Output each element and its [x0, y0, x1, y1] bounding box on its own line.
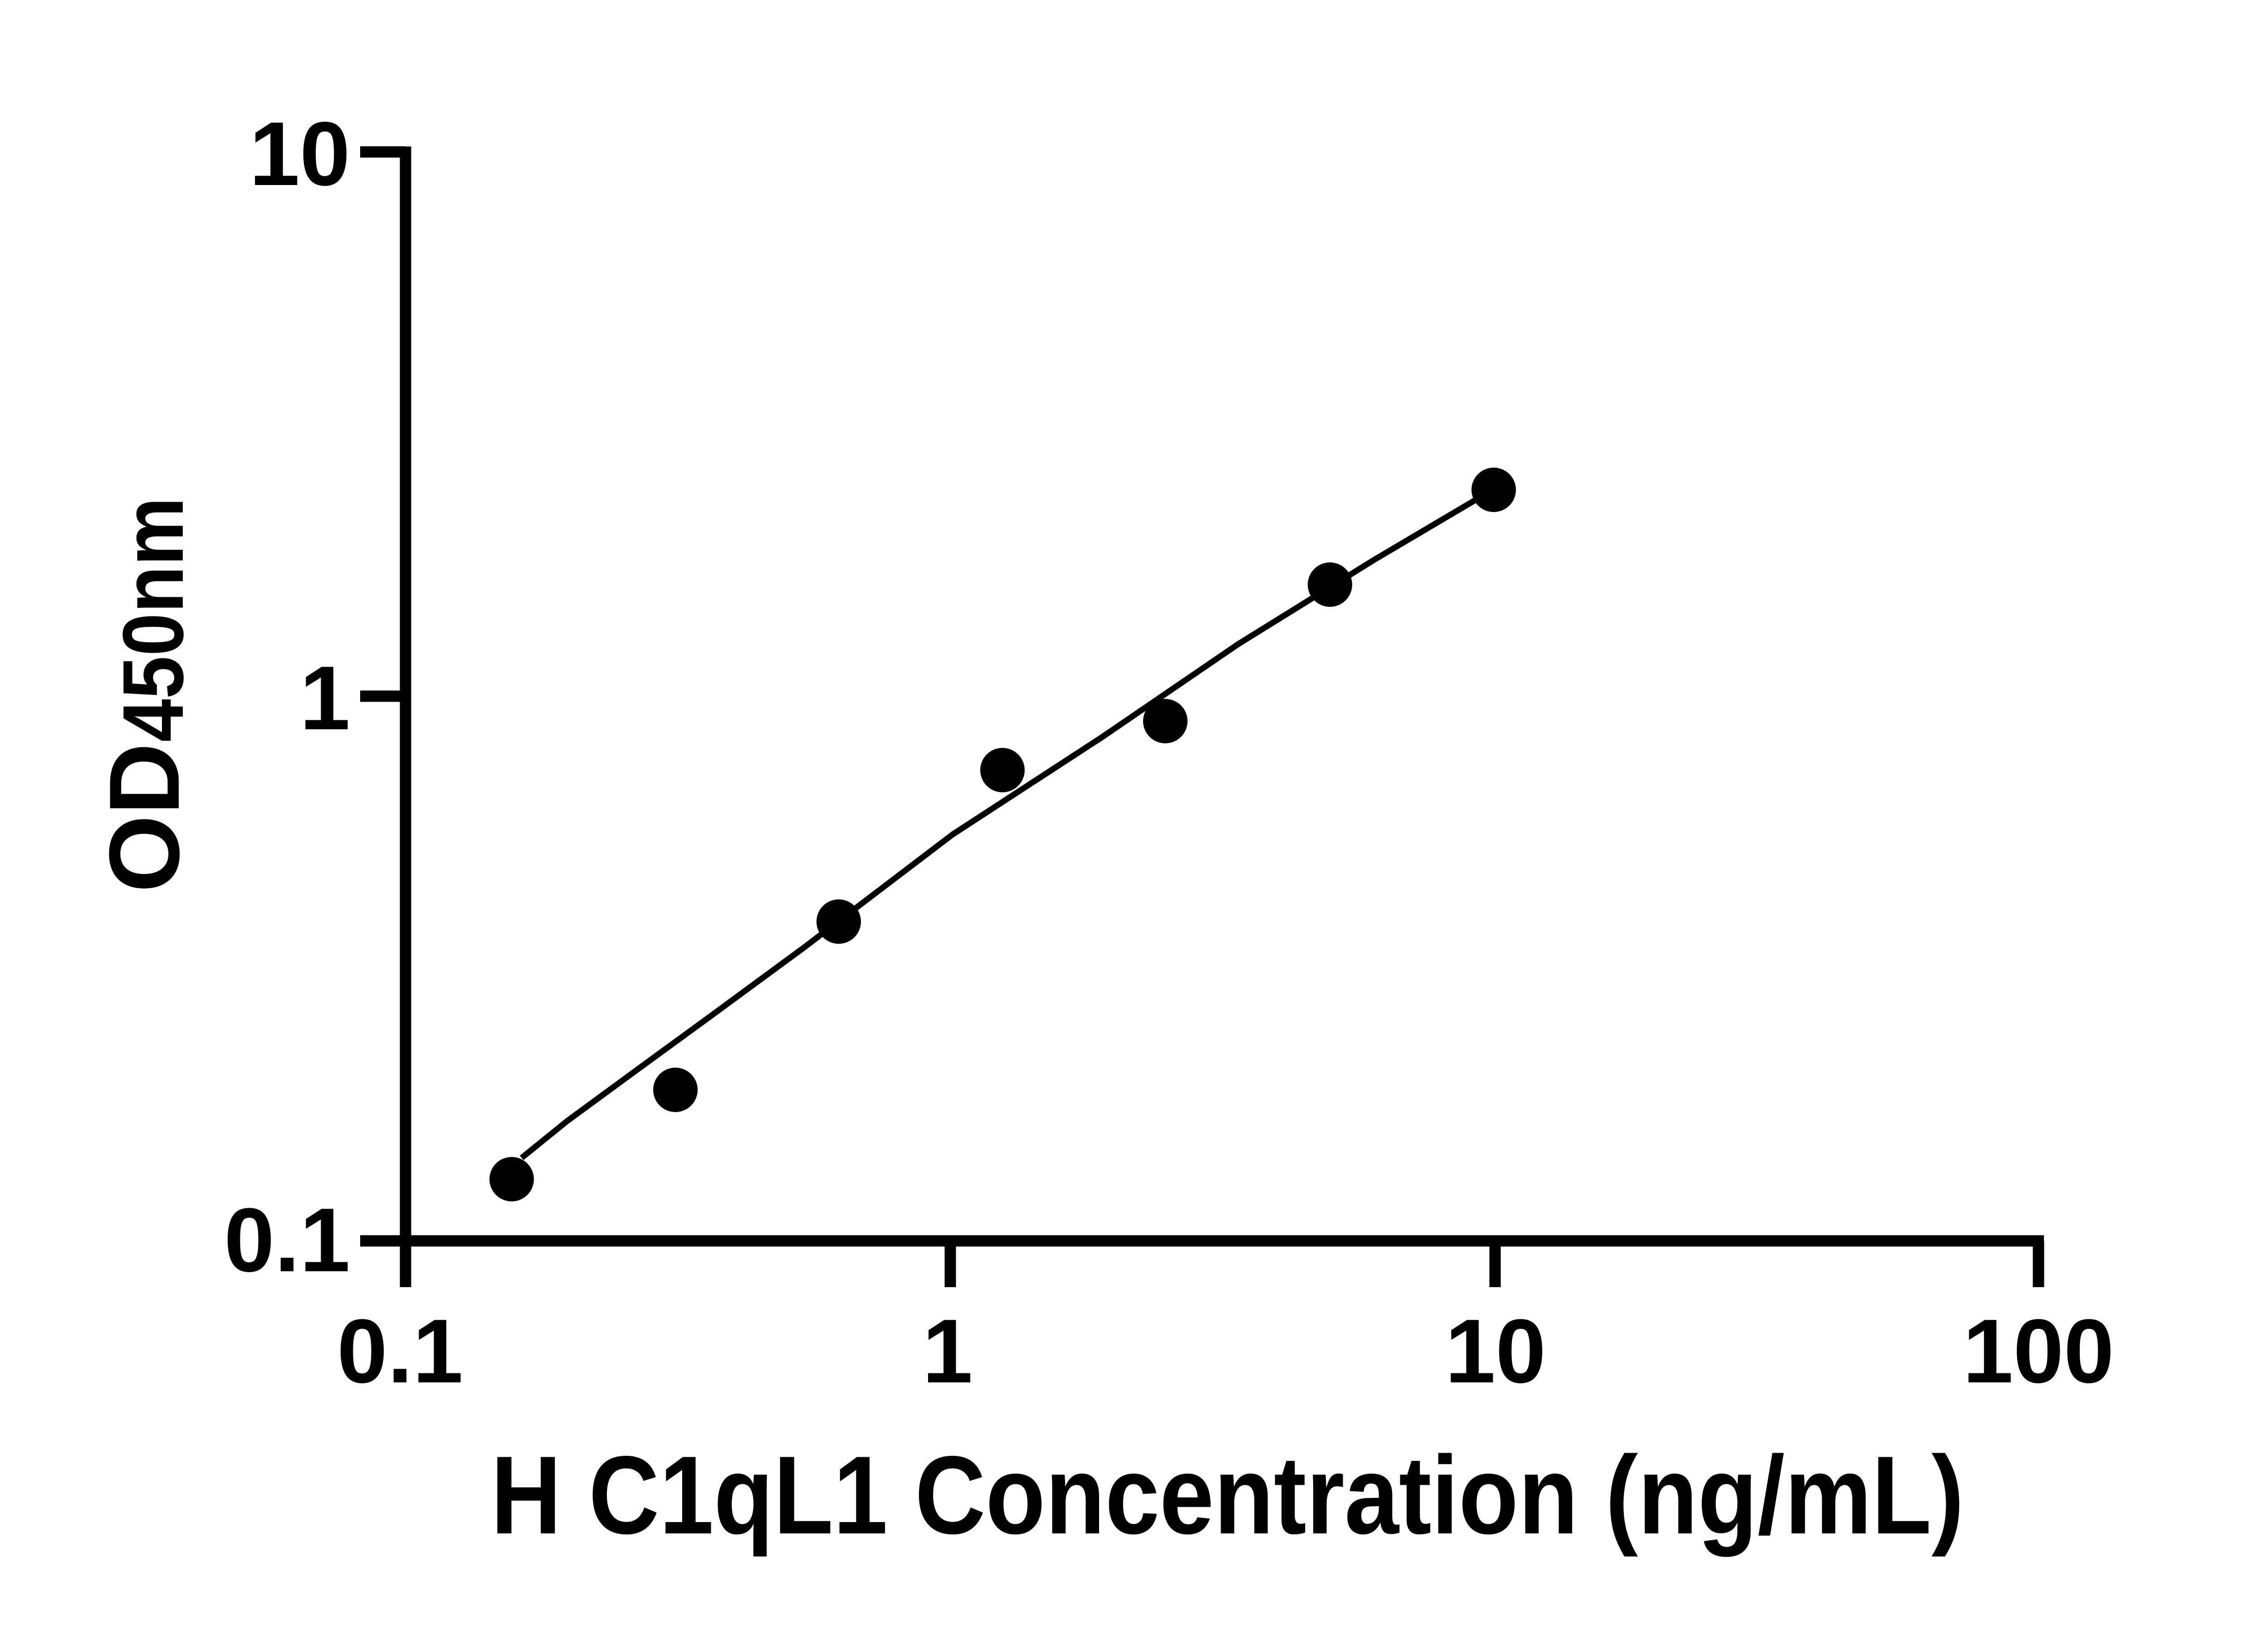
- svg-text:450nm: 450nm: [105, 497, 201, 742]
- svg-text:0.1: 0.1: [224, 1190, 350, 1291]
- svg-text:100: 100: [1963, 1301, 2114, 1402]
- svg-text:0.1: 0.1: [337, 1301, 463, 1402]
- svg-text:10: 10: [249, 103, 350, 205]
- svg-text:1: 1: [922, 1301, 973, 1402]
- svg-text:10: 10: [1445, 1301, 1546, 1402]
- svg-text:H C1qL1 Concentration (ng/mL): H C1qL1 Concentration (ng/mL): [491, 1433, 1964, 1557]
- svg-text:OD: OD: [88, 743, 200, 893]
- svg-text:1: 1: [300, 648, 350, 749]
